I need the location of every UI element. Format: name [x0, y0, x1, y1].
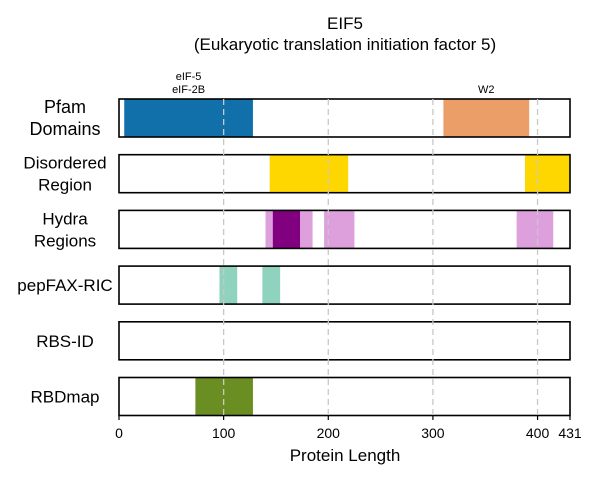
chart-title: EIF5 — [327, 14, 363, 33]
track-border — [118, 153, 571, 194]
x-axis-title: Protein Length — [290, 446, 401, 465]
track-label: Regions — [34, 231, 96, 250]
domain-label: eIF-2B — [172, 84, 205, 96]
domain-segment — [219, 266, 238, 305]
track-border — [118, 209, 571, 250]
track-label: RBS-ID — [36, 332, 94, 351]
track: Hydra Regions — [34, 209, 571, 250]
domain-segment — [516, 210, 554, 249]
domain-segment — [124, 99, 253, 137]
domain-segment — [324, 210, 355, 249]
track: RBDmap — [31, 376, 571, 417]
x-axis: 0 100 200 300 400 431 — [115, 415, 582, 441]
x-tick-label: 431 — [558, 425, 582, 441]
domain-label: eIF-5 — [176, 71, 202, 83]
track-label: pepFAX-RIC — [17, 276, 112, 295]
track-label: Hydra — [42, 209, 88, 228]
track: Disordered Region — [23, 153, 571, 195]
domain-segment — [262, 266, 281, 305]
track: pepFAX-RIC — [17, 265, 571, 305]
x-tick-label: 300 — [421, 425, 445, 441]
track-label: Disordered — [23, 154, 106, 173]
track: RBS-ID — [36, 320, 571, 361]
domain-segment — [272, 210, 301, 249]
track-background — [119, 377, 570, 416]
chart-subtitle: (Eukaryotic translation initiation facto… — [194, 35, 496, 54]
track-border — [118, 320, 571, 361]
track-label: Pfam — [44, 97, 86, 117]
x-tick-label: 200 — [317, 425, 341, 441]
track-border — [118, 98, 571, 138]
domain-segment — [525, 154, 570, 193]
track-background — [119, 266, 570, 305]
x-tick-label: 100 — [212, 425, 236, 441]
track-border — [118, 265, 571, 305]
track-background — [119, 321, 570, 360]
track-label: Region — [38, 176, 92, 195]
track-border — [118, 376, 571, 417]
domain-label: W2 — [478, 84, 495, 96]
x-tick-label: 400 — [526, 425, 550, 441]
x-tick-label: 0 — [115, 425, 123, 441]
gridlines — [222, 99, 539, 416]
track-label: Domains — [29, 119, 100, 139]
domain-segment — [269, 154, 349, 193]
track-label: RBDmap — [31, 388, 100, 407]
domain-segment — [443, 99, 530, 137]
